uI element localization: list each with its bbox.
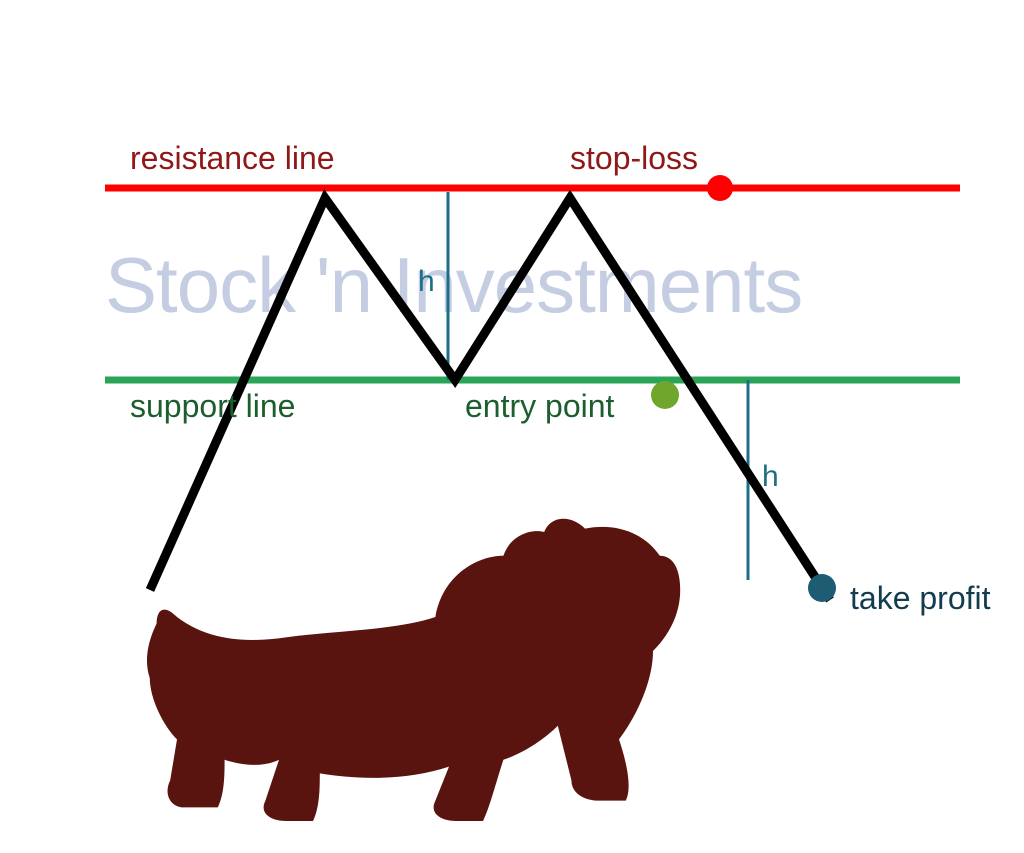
entry-point-dot bbox=[651, 381, 679, 409]
take-profit-label: take profit bbox=[850, 580, 991, 617]
chart-canvas bbox=[0, 0, 1024, 853]
stop-loss-label: stop-loss bbox=[570, 140, 698, 177]
h-label-lower: h bbox=[762, 460, 779, 494]
take-profit-dot bbox=[808, 574, 836, 602]
support-label: support line bbox=[130, 388, 295, 425]
entry-point-label: entry point bbox=[465, 388, 614, 425]
h-label-upper: h bbox=[418, 265, 435, 299]
resistance-label: resistance line bbox=[130, 140, 335, 177]
bear-icon bbox=[147, 519, 680, 821]
stop-loss-dot bbox=[707, 175, 733, 201]
